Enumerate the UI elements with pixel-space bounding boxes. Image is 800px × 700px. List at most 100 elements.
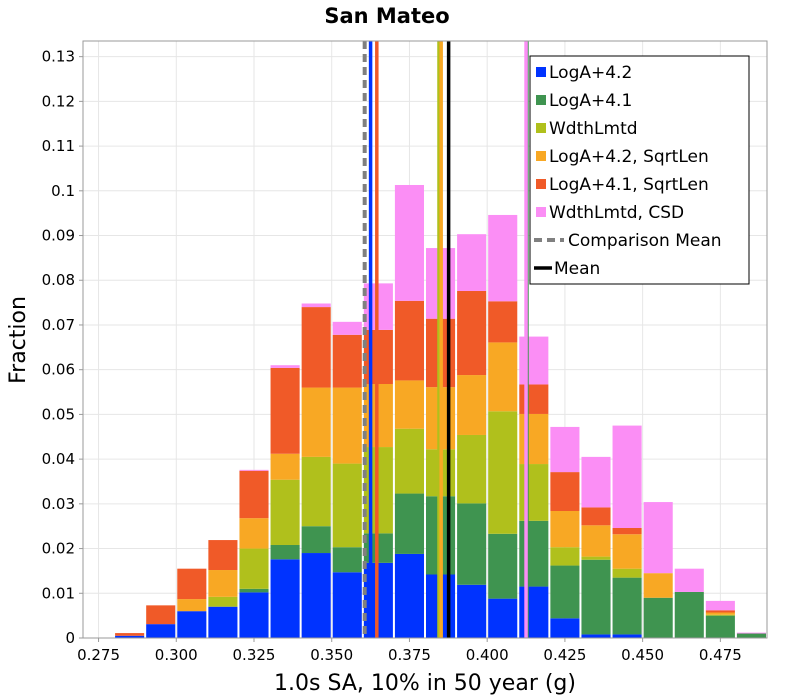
x-tick-label-6: 0.425 <box>543 646 586 664</box>
bar-wdthlmtd-csd-bin-21 <box>736 632 766 634</box>
legend-label-0: LogA+4.2 <box>549 63 632 83</box>
x-tick-label-2: 0.325 <box>233 646 276 664</box>
bar-loga-4-1-sqrtlen-bin-4 <box>208 540 238 571</box>
bar-loga-4-1-sqrtlen-bin-1 <box>115 633 145 636</box>
bar-loga-4-2-sqrtlen-bin-8 <box>332 387 362 464</box>
y-tick-label-3: 0.03 <box>42 495 75 513</box>
bar-loga-4-1-bin-14 <box>519 520 549 587</box>
y-tick-label-10: 0.1 <box>51 182 75 200</box>
y-tick-label-1: 0.01 <box>42 584 75 602</box>
bar-loga-4-2-sqrtlen-bin-18 <box>643 573 673 598</box>
bar-loga-4-1-sqrtlen-bin-7 <box>301 307 331 388</box>
bar-loga-4-2-bin-4 <box>208 606 238 638</box>
bar-loga-4-2-sqrtlen-bin-7 <box>301 387 331 457</box>
bar-loga-4-1-bin-19 <box>674 591 704 638</box>
bar-loga-4-1-bin-17 <box>612 577 642 635</box>
bar-loga-4-1-bin-10 <box>394 493 424 554</box>
bar-wdthlmtd-bin-4 <box>208 596 238 607</box>
bar-loga-4-1-bin-15 <box>550 565 580 619</box>
x-tick-label-8: 0.475 <box>699 646 742 664</box>
bar-loga-4-2-bin-8 <box>332 572 362 638</box>
bar-wdthlmtd-csd-bin-15 <box>550 426 580 473</box>
legend-label-6: Comparison Mean <box>568 231 722 251</box>
bar-loga-4-2-sqrtlen-bin-17 <box>612 534 642 569</box>
bar-loga-4-2-bin-5 <box>239 592 269 638</box>
bar-loga-4-1-bin-8 <box>332 547 362 573</box>
x-tick-label-7: 0.450 <box>621 646 664 664</box>
bar-loga-4-1-bin-18 <box>643 597 673 638</box>
bar-wdthlmtd-csd-bin-6 <box>270 365 300 368</box>
bar-loga-4-1-sqrtlen-bin-15 <box>550 472 580 511</box>
legend-swatch-1 <box>536 95 546 105</box>
bar-loga-4-2-bin-3 <box>177 611 207 638</box>
y-tick-label-6: 0.06 <box>42 361 75 379</box>
y-tick-label-7: 0.07 <box>42 316 75 334</box>
plot-frame <box>82 40 768 639</box>
bar-loga-4-1-sqrtlen-bin-3 <box>177 568 207 600</box>
legend-label-1: LogA+4.1 <box>549 91 632 111</box>
bar-loga-4-1-bin-5 <box>239 588 269 593</box>
bar-wdthlmtd-csd-bin-19 <box>674 568 704 592</box>
bar-loga-4-2-bin-7 <box>301 553 331 638</box>
bar-wdthlmtd-bin-7 <box>301 456 331 527</box>
x-tick-label-4: 0.375 <box>388 646 431 664</box>
bar-wdthlmtd-bin-16 <box>581 556 611 560</box>
bar-loga-4-1-sqrtlen-bin-12 <box>457 290 487 376</box>
legend-swatch-5 <box>536 207 546 217</box>
bar-loga-4-2-bin-14 <box>519 586 549 638</box>
legend: LogA+4.2 LogA+4.1 WdthLmtd LogA+4.2, SqrtLe… <box>529 55 750 285</box>
bar-loga-4-1-sqrtlen-bin-20 <box>705 610 735 613</box>
bar-loga-4-2-sqrtlen-bin-4 <box>208 570 238 597</box>
legend-swatch-3 <box>536 151 546 161</box>
bar-wdthlmtd-csd-bin-8 <box>332 321 362 335</box>
bar-loga-4-1-bin-6 <box>270 544 300 560</box>
x-tick-label-1: 0.300 <box>155 646 198 664</box>
x-tick-label-5: 0.400 <box>466 646 509 664</box>
bar-wdthlmtd-bin-5 <box>239 548 269 589</box>
bar-loga-4-2-sqrtlen-bin-20 <box>705 612 735 615</box>
bar-loga-4-2-sqrtlen-bin-6 <box>270 453 300 480</box>
bar-loga-4-2-bin-17 <box>612 634 642 638</box>
bar-loga-4-2-sqrtlen-bin-5 <box>239 518 269 549</box>
bar-loga-4-2-sqrtlen-bin-10 <box>394 380 424 429</box>
bar-loga-4-1-sqrtlen-bin-17 <box>612 527 642 535</box>
bar-wdthlmtd-csd-bin-10 <box>394 184 424 301</box>
bar-wdthlmtd-csd-bin-12 <box>457 234 487 291</box>
y-tick-label-0: 0 <box>65 629 75 647</box>
bar-loga-4-2-sqrtlen-bin-3 <box>177 599 207 612</box>
bar-wdthlmtd-csd-bin-16 <box>581 456 611 508</box>
mean-lines <box>362 41 529 638</box>
bar-loga-4-1-bin-16 <box>581 559 611 635</box>
bar-loga-4-1-sqrtlen-bin-16 <box>581 507 611 526</box>
bar-loga-4-2-sqrtlen-bin-13 <box>488 342 518 412</box>
legend-box <box>529 55 750 285</box>
y-tick-label-9: 0.09 <box>42 227 75 245</box>
legend-label-4: LogA+4.1, SqrtLen <box>549 175 709 195</box>
bar-wdthlmtd-csd-bin-5 <box>239 469 269 471</box>
bar-loga-4-2-bin-1 <box>115 635 145 638</box>
x-axis-title: 1.0s SA, 10% in 50 year (g) <box>274 671 576 696</box>
bar-loga-4-2-bin-16 <box>581 634 611 638</box>
chart-title: San Mateo <box>324 4 449 28</box>
x-axis-ticks: 0.275 0.300 0.325 0.350 0.375 0.400 0.425 0.450… <box>77 638 742 664</box>
bar-wdthlmtd-bin-13 <box>488 411 518 534</box>
bar-wdthlmtd-csd-bin-7 <box>301 303 331 308</box>
bar-loga-4-2-sqrtlen-bin-14 <box>519 413 549 465</box>
bar-loga-4-1-bin-20 <box>705 615 735 638</box>
legend-label-5: WdthLmtd, CSD <box>549 203 684 223</box>
bar-wdthlmtd-csd-bin-17 <box>612 425 642 528</box>
legend-swatch-4 <box>536 179 546 189</box>
bar-wdthlmtd-bin-12 <box>457 434 487 504</box>
bar-wdthlmtd-bin-15 <box>550 547 580 566</box>
legend-swatch-2 <box>536 123 546 133</box>
y-axis-ticks: 0 0.01 0.02 0.03 0.04 0.05 0.06 0.07 0.08 0.09 0.1… <box>42 48 83 647</box>
bar-loga-4-1-sqrtlen-bin-5 <box>239 470 269 519</box>
bar-loga-4-1-sqrtlen-bin-2 <box>146 605 176 625</box>
bar-loga-4-1-bin-21 <box>736 633 766 638</box>
bar-loga-4-1-bin-7 <box>301 526 331 554</box>
bar-loga-4-2-bin-2 <box>146 624 176 638</box>
bar-wdthlmtd-csd-bin-13 <box>488 214 518 302</box>
bar-loga-4-1-sqrtlen-bin-8 <box>332 334 362 388</box>
y-axis-title: Fraction <box>6 296 31 384</box>
